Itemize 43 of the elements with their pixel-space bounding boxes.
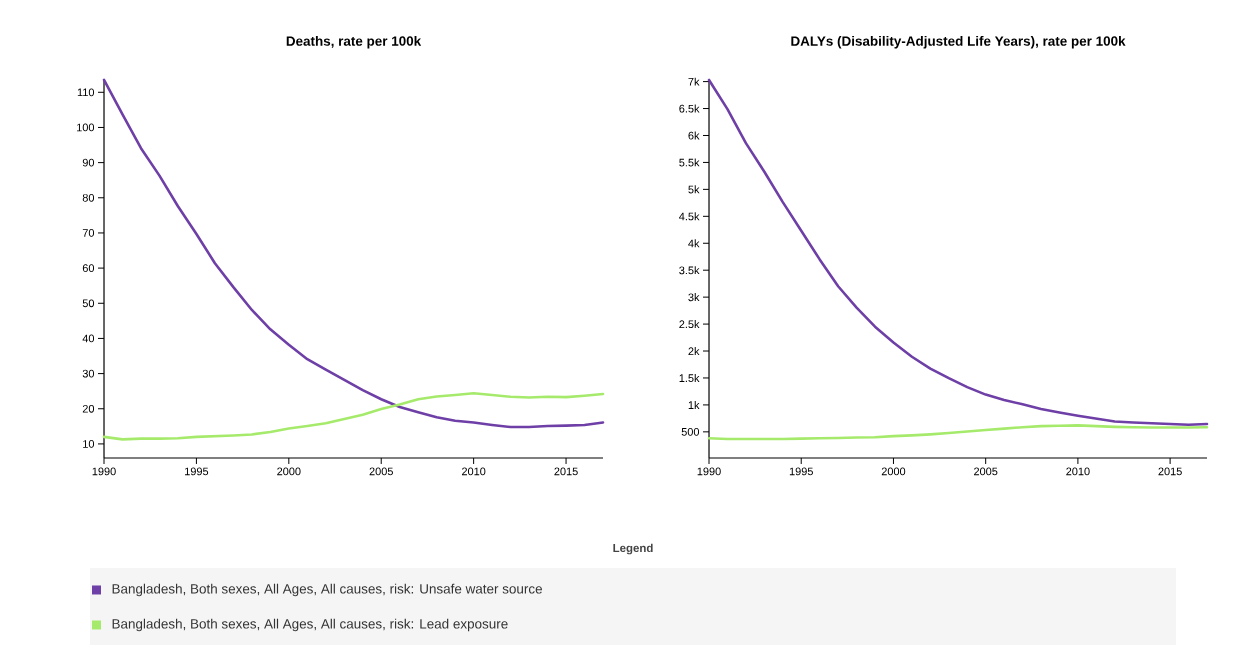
x-tick-label: 1995 — [185, 467, 209, 476]
y-tick-label: 30 — [82, 369, 95, 378]
x-tick-label: 2000 — [881, 467, 906, 476]
y-tick-label: 90 — [82, 158, 95, 167]
y-tick-label: 60 — [82, 264, 95, 272]
y-tick-label: 3k — [688, 293, 700, 302]
y-tick-label: 4k — [688, 239, 700, 248]
y-tick-label: 3.5k — [679, 266, 700, 275]
y-tick-label: 50 — [82, 299, 95, 308]
y-tick-label: 500 — [681, 427, 700, 436]
y-tick-label: 7k — [688, 77, 700, 86]
legend-label: Bangladesh, Both sexes, All Ages, All causes, risk: Unsafe water source — [112, 583, 542, 597]
y-tick-label: 100 — [77, 123, 95, 132]
y-tick-label: 70 — [82, 229, 95, 237]
legend-label: Bangladesh, Both sexes, All Ages, All causes, risk: Lead exposure — [112, 618, 508, 632]
y-tick-label: 6.5k — [679, 104, 700, 113]
x-tick-label: 2010 — [1066, 467, 1090, 476]
y-tick-label: 40 — [82, 334, 95, 343]
y-tick-label: 10 — [83, 440, 95, 448]
x-tick-label: 1995 — [789, 467, 813, 476]
line-series — [102, 78, 605, 429]
chart-title: Deaths, rate per 100k — [286, 35, 422, 49]
y-tick-label: 2k — [688, 347, 700, 355]
y-tick-label: 5k — [688, 185, 700, 194]
x-tick-label: 2005 — [974, 467, 998, 476]
legend-title: Legend — [613, 543, 653, 555]
y-tick-label: 20 — [82, 404, 95, 413]
x-tick-label: 2015 — [554, 467, 578, 476]
y-tick-label: 1.5k — [679, 373, 700, 382]
y-tick-label: 80 — [82, 193, 95, 202]
x-tick-label: 2010 — [462, 467, 486, 476]
x-tick-label: 1990 — [92, 467, 116, 476]
x-tick-label: 2000 — [277, 467, 301, 476]
y-tick-label: 5.5k — [679, 158, 700, 167]
y-tick-label: 110 — [77, 88, 95, 97]
y-tick-label: 2.5k — [679, 320, 700, 329]
y-tick-label: 1k — [688, 400, 700, 409]
x-tick-label: 2015 — [1158, 467, 1182, 476]
x-tick-label: 2005 — [369, 467, 393, 476]
chart-title: DALYs (Disability-Adjusted Life Years), rate per 100k — [791, 35, 1126, 49]
x-tick-label: 1990 — [697, 467, 721, 476]
y-tick-label: 6k — [688, 131, 700, 140]
y-tick-label: 4.5k — [679, 212, 700, 221]
